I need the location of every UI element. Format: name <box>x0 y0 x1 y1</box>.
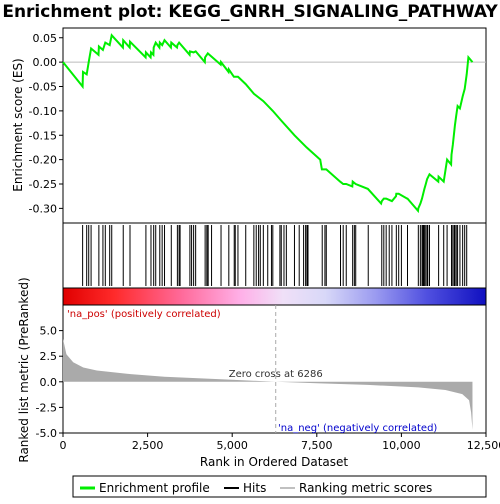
es-y-tick-label: -0.10 <box>29 105 57 118</box>
legend-label-hits: Hits <box>243 481 266 495</box>
hits-frame <box>63 223 486 288</box>
es-panel: 0.05 0.00 -0.05 -0.10 -0.15 -0.20 -0.25 -0.30 <box>29 28 486 223</box>
es-y-tick-label: 0.00 <box>33 56 58 69</box>
negative-correlation-label: 'na_neg' (negatively correlated) <box>278 423 437 434</box>
x-tick-label: 0 <box>60 439 67 452</box>
legend-label-enrichment-profile: Enrichment profile <box>99 481 210 495</box>
metric-y-tick-label: 5.0 <box>40 325 58 338</box>
legend-label-ranking-metric: Ranking metric scores <box>299 481 432 495</box>
chart-title: Enrichment plot: KEGG_GNRH_SIGNALING_PAT… <box>2 2 498 22</box>
es-y-axis-label: Enrichment score (ES) <box>11 58 25 191</box>
x-tick-label: 10,000 <box>382 439 421 452</box>
hits-panel <box>63 223 486 288</box>
x-tick-label: 12,500 <box>467 439 500 452</box>
es-y-tick-label: -0.15 <box>29 129 57 142</box>
x-tick-label: 7,500 <box>301 439 333 452</box>
metric-y-tick-label: 0.0 <box>40 376 58 389</box>
es-y-tick-label: 0.05 <box>33 32 58 45</box>
legend: Enrichment profile Hits Ranking metric s… <box>73 476 486 497</box>
metric-y-tick-label: -5.0 <box>36 427 57 440</box>
es-y-tick-label: -0.20 <box>29 154 57 167</box>
metric-y-tick-label: -2.5 <box>36 401 57 414</box>
positive-correlation-label: 'na_pos' (positively correlated) <box>67 309 221 320</box>
metric-panel: 5.0 2.5 0.0 -2.5 -5.0 Zero cross at 6286 'na… <box>36 305 486 440</box>
ranking-color-bar <box>63 288 486 305</box>
metric-y-ticks: 5.0 2.5 0.0 -2.5 -5.0 <box>36 325 63 440</box>
metric-y-axis-label: Ranked list metric (PreRanked) <box>17 277 31 462</box>
es-y-tick-label: -0.05 <box>29 81 57 94</box>
zero-cross-label: Zero cross at 6286 <box>229 369 323 380</box>
es-y-tick-label: -0.30 <box>29 202 57 215</box>
x-tick-label: 5,000 <box>216 439 248 452</box>
metric-y-tick-label: 2.5 <box>40 350 58 363</box>
x-axis-label: Rank in Ordered Dataset <box>200 455 348 469</box>
es-y-tick-label: -0.25 <box>29 178 57 191</box>
x-tick-label: 2,500 <box>132 439 164 452</box>
x-axis-ticks: 0 2,500 5,000 7,500 10,000 12,500 <box>60 433 500 452</box>
